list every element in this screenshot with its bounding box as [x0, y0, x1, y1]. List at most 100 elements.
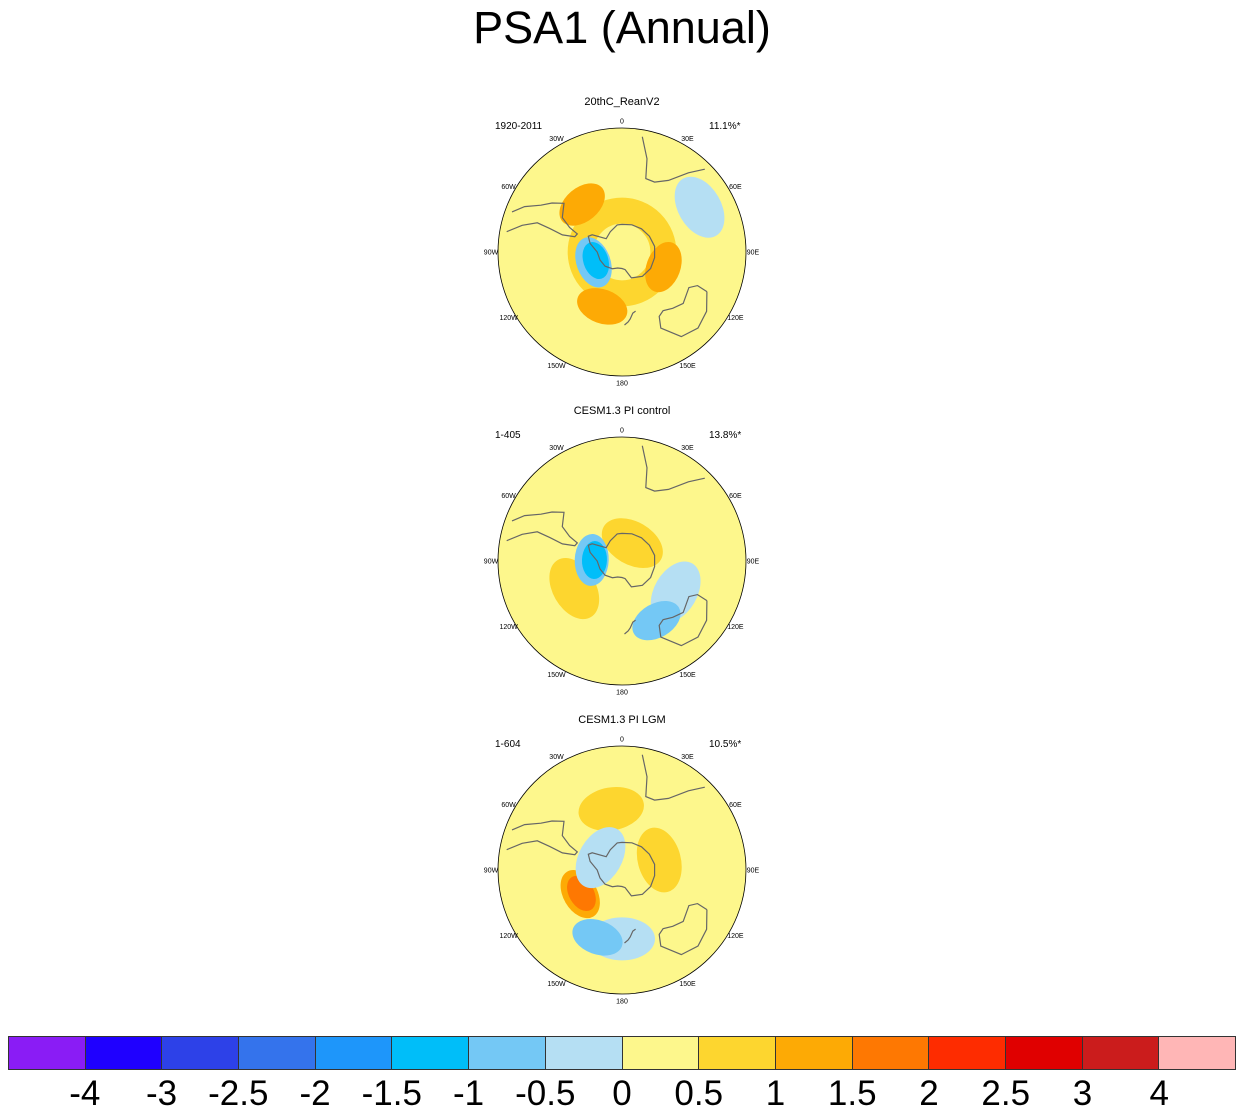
- longitude-label: 90W: [484, 559, 499, 566]
- longitude-label: 60W: [501, 802, 516, 809]
- contour-blob: [632, 601, 681, 641]
- antarctica-coastline: [587, 532, 656, 588]
- longitude-label: 120E: [727, 933, 744, 940]
- longitude-label: 30E: [681, 136, 694, 143]
- longitude-label: 30E: [681, 754, 694, 761]
- background-contour: [498, 746, 746, 994]
- longitude-label: 120E: [727, 624, 744, 631]
- longitude-label: 0: [620, 737, 624, 744]
- longitude-label: 120W: [499, 315, 518, 322]
- contour-blob: [674, 176, 725, 238]
- antarctica-coastline: [587, 223, 656, 279]
- longitude-label: 150W: [547, 363, 566, 370]
- colorbar-box: [162, 1037, 240, 1069]
- australia-coastline: [658, 284, 708, 338]
- colorbar-label: 2: [919, 1074, 939, 1113]
- longitude-label: 30W: [549, 136, 564, 143]
- longitude-label: 150W: [547, 672, 566, 679]
- longitude-label: 180: [616, 381, 628, 388]
- longitude-label: 150E: [679, 363, 696, 370]
- colorbar-label: 0: [612, 1074, 632, 1113]
- colorbar-label: 4: [1149, 1074, 1169, 1113]
- longitude-label: 60E: [729, 184, 742, 191]
- colorbar-label: -4: [69, 1074, 101, 1113]
- main-title: PSA1 (Annual): [473, 2, 771, 53]
- map-panel-20thc-reanv2: 20thC_ReanV2 1920-2011 11.1%* 0 30E 60E 90E…: [470, 95, 774, 395]
- africa-coastline: [641, 445, 705, 492]
- contour-field: [498, 437, 746, 685]
- colorbar-label: -0.5: [515, 1074, 576, 1113]
- colorbar-label: 3: [1072, 1074, 1093, 1113]
- antarctica-coastline: [587, 841, 656, 897]
- panel-title: 20thC_ReanV2: [584, 96, 660, 108]
- longitude-label: 150W: [547, 981, 566, 988]
- africa-coastline: [641, 754, 705, 801]
- polar-map: 0 30E 60E 90E 120E 150E 180 150W 120W 90W 60W 30W: [484, 428, 760, 697]
- longitude-label: 60W: [501, 493, 516, 500]
- panel-period: 1-405: [495, 430, 521, 441]
- panel-variance: 11.1%*: [709, 121, 741, 132]
- polar-map: 0 30E 60E 90E 120E 150E 180 150W 120W 90W 60W 30W: [484, 119, 760, 388]
- panel-title: CESM1.3 PI LGM: [578, 714, 666, 726]
- longitude-label: 60E: [729, 493, 742, 500]
- map-outline: [497, 745, 747, 995]
- contour-blob: [572, 919, 623, 956]
- map-outline: [497, 436, 747, 686]
- south-america-coastline: [506, 511, 579, 547]
- australia-coastline: [658, 593, 708, 647]
- new-zealand-coastline: [624, 310, 636, 326]
- new-zealand-coastline: [624, 928, 636, 944]
- colorbar-box: [775, 1037, 853, 1069]
- contour-blob: [577, 288, 628, 325]
- longitude-label: 90W: [484, 250, 499, 257]
- map-panel-cesm-pi-control: CESM1.3 PI control 1-405 13.8%* 0 30E 60E 9…: [470, 404, 774, 704]
- colorbar-label: 0.5: [674, 1074, 724, 1113]
- longitude-label: 150E: [679, 981, 696, 988]
- contour-blob: [582, 242, 610, 279]
- contour-field: [498, 128, 746, 376]
- colorbar-box: [1159, 1037, 1235, 1069]
- longitude-label: 120W: [499, 933, 518, 940]
- new-zealand-coastline: [624, 619, 636, 635]
- panel-variance: 13.8%*: [709, 430, 742, 441]
- longitude-label: 180: [616, 690, 628, 697]
- colorbar-label: -2.5: [208, 1074, 269, 1113]
- longitude-label: 120W: [499, 624, 518, 631]
- map-panel-cesm-pi-lgm: CESM1.3 PI LGM 1-604 10.5%* 0 30E 60E 90E 12…: [470, 713, 774, 1013]
- colorbar-box: [852, 1037, 930, 1069]
- colorbar-labels: -4 -3 -2.5 -2 -1.5 -1 -0.5 0 0.5 1 1.5 2 2.5 3 4: [0, 1074, 1244, 1116]
- south-america-coastline: [506, 820, 579, 856]
- longitude-label: 90W: [484, 868, 499, 875]
- map-outline: [497, 127, 747, 377]
- colorbar-label: -1.5: [361, 1074, 422, 1113]
- colorbar-box: [9, 1037, 86, 1069]
- longitude-label: 90E: [747, 868, 760, 875]
- longitude-label: 30E: [681, 445, 694, 452]
- south-america-coastline: [506, 202, 579, 238]
- colorbar-box: [392, 1037, 470, 1069]
- colorbar-label: 1: [765, 1074, 786, 1113]
- panel-variance: 10.5%*: [709, 739, 742, 750]
- colorbar-box: [929, 1037, 1006, 1069]
- colorbar: [8, 1036, 1236, 1070]
- colorbar-label: -3: [145, 1074, 178, 1113]
- longitude-label: 0: [620, 428, 624, 435]
- longitude-label: 60E: [729, 802, 742, 809]
- longitude-label: 30W: [549, 754, 564, 761]
- colorbar-label: -2: [299, 1074, 331, 1113]
- longitude-label: 30W: [549, 445, 564, 452]
- colorbar-box: [1005, 1037, 1083, 1069]
- panel-period: 1920-2011: [495, 121, 543, 132]
- panel-period: 1-604: [495, 739, 521, 750]
- contour-field: [498, 746, 746, 994]
- background-contour: [498, 128, 746, 376]
- colorbar-box: [315, 1037, 393, 1069]
- contour-blob: [636, 827, 682, 893]
- australia-coastline: [658, 902, 708, 956]
- polar-map: 0 30E 60E 90E 120E 150E 180 150W 120W 90W 60W 30W: [484, 737, 760, 1006]
- longitude-label: 90E: [747, 250, 760, 257]
- colorbar-label: -1: [452, 1074, 485, 1113]
- colorbar-box: [239, 1037, 316, 1069]
- longitude-label: 180: [616, 999, 628, 1006]
- contour-blob: [578, 787, 644, 831]
